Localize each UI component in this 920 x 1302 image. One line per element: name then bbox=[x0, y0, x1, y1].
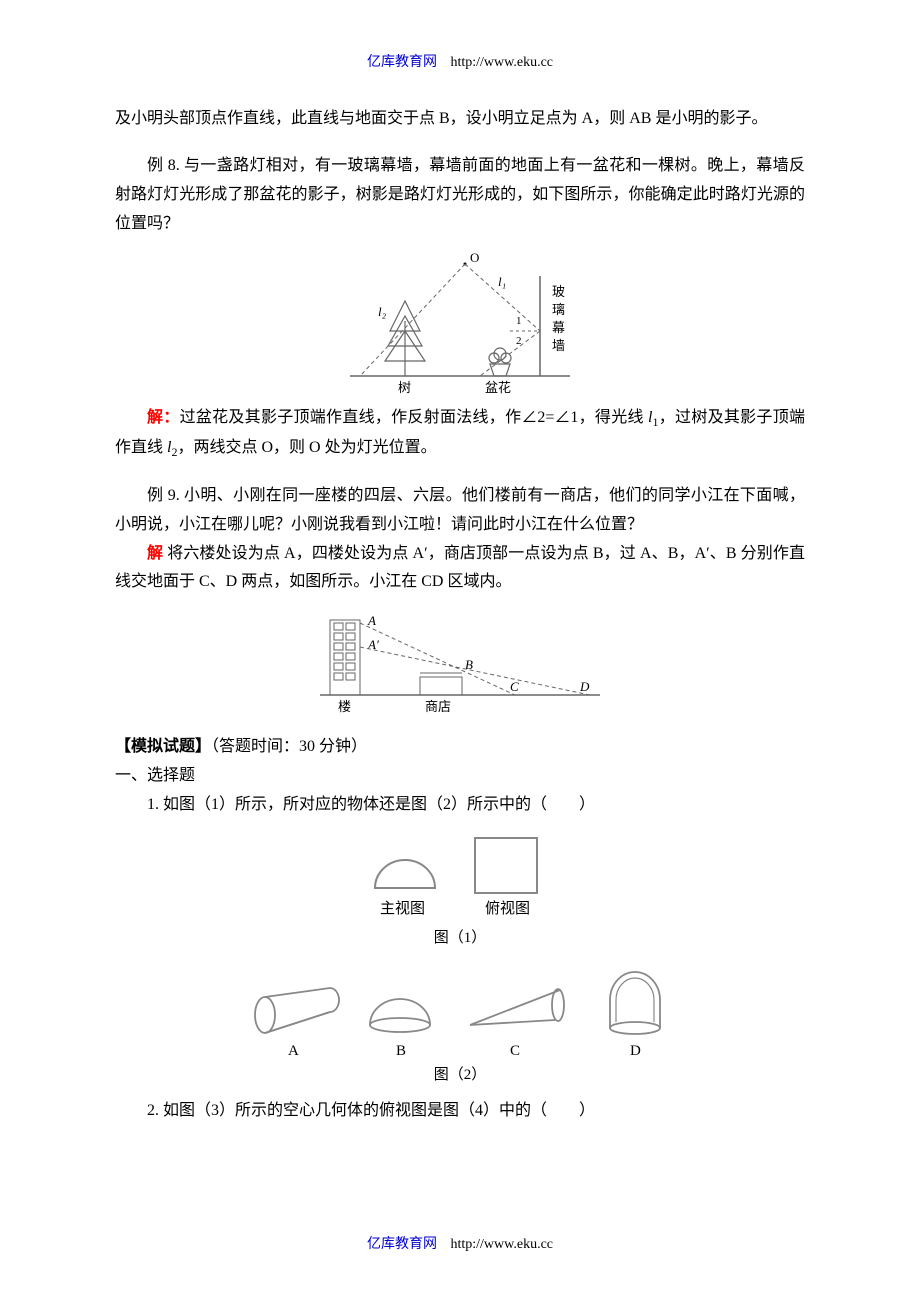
figure-q1-options-svg: A B C D bbox=[220, 960, 700, 1060]
mock-section-1: 一、选择题 bbox=[115, 762, 805, 791]
footer-url: http://www.eku.cc bbox=[450, 1237, 553, 1252]
example-9-label: 例 9. bbox=[147, 487, 180, 504]
fig8-flower-label: 盆花 bbox=[485, 380, 511, 395]
fig8-wall-4: 墙 bbox=[552, 338, 565, 353]
figure-ex9: A A′ B C D 楼 商店 bbox=[115, 605, 805, 715]
fig9-Ap: A′ bbox=[367, 637, 379, 652]
example-9: 例 9. 小明、小刚在同一座楼的四层、六层。他们楼前有一商店，他们的同学小江在下… bbox=[115, 482, 805, 540]
mock-title: 【模拟试题】 bbox=[115, 738, 211, 755]
fig9-C: C bbox=[510, 679, 519, 694]
sol8-p3: ，两线交点 O，则 O 处为灯光位置。 bbox=[177, 439, 436, 456]
example-8-text: 与一盏路灯相对，有一玻璃幕墙，幕墙前面的地面上有一盆花和一棵树。晚上，幕墙反射路… bbox=[115, 157, 805, 232]
fig8-n2: 2 bbox=[516, 335, 522, 347]
sol8-p1: 过盆花及其影子顶端作直线，作反射面法线，作∠2=∠1，得光线 bbox=[180, 409, 648, 426]
q1-top-label: 俯视图 bbox=[485, 900, 530, 917]
solution-label-9: 解 bbox=[147, 545, 163, 562]
fig2-caption: 图（2） bbox=[115, 1062, 805, 1089]
optC: C bbox=[510, 1043, 520, 1059]
example-8-solution: 解：过盆花及其影子顶端作直线，作反射面法线，作∠2=∠1，得光线 l1，过树及其… bbox=[115, 404, 805, 464]
q1-front-label: 主视图 bbox=[380, 900, 425, 917]
fig8-wall-3: 幕 bbox=[552, 320, 565, 335]
fig8-O: O bbox=[470, 250, 479, 265]
fig1-caption: 图（1） bbox=[115, 925, 805, 952]
fig8-n1: 1 bbox=[516, 315, 522, 327]
mock-time: （答题时间：30 分钟） bbox=[211, 738, 367, 755]
footer-brand: 亿库教育网 bbox=[367, 1237, 437, 1252]
figure-q1-views: 主视图 俯视图 图（1） bbox=[115, 828, 805, 952]
fig8-l1: l₁ bbox=[498, 274, 506, 289]
figure-q1-svg: 主视图 俯视图 bbox=[345, 828, 575, 923]
sol9-text: 将六楼处设为点 A，四楼处设为点 A′，商店顶部一点设为点 B，过 A、B，A′… bbox=[115, 545, 805, 591]
mock-q1: 1. 如图（1）所示，所对应的物体还是图（2）所示中的（ ） bbox=[115, 791, 805, 820]
fig8-l2: l₂ bbox=[378, 304, 387, 319]
fig8-wall-1: 玻 bbox=[552, 284, 565, 299]
figure-ex8-svg: O l₁ 1 2 l₂ 树 盆花 玻 璃 幕 墙 bbox=[330, 246, 590, 396]
example-8: 例 8. 与一盏路灯相对，有一玻璃幕墙，幕墙前面的地面上有一盆花和一棵树。晚上，… bbox=[115, 152, 805, 238]
page: 亿库教育网 http://www.eku.cc 及小明头部顶点作直线，此直线与地… bbox=[0, 0, 920, 1302]
optA: A bbox=[288, 1043, 299, 1059]
figure-ex9-svg: A A′ B C D 楼 商店 bbox=[310, 605, 610, 715]
page-header: 亿库教育网 http://www.eku.cc bbox=[115, 50, 805, 75]
fig9-shop-label: 商店 bbox=[425, 699, 451, 714]
mock-title-line: 【模拟试题】（答题时间：30 分钟） bbox=[115, 733, 805, 762]
example-9-text: 小明、小刚在同一座楼的四层、六层。他们楼前有一商店，他们的同学小江在下面喊，小明… bbox=[115, 487, 805, 533]
figure-ex8: O l₁ 1 2 l₂ 树 盆花 玻 璃 幕 墙 bbox=[115, 246, 805, 396]
paragraph-continuation: 及小明头部顶点作直线，此直线与地面交于点 B，设小明立足点为 A，则 AB 是小… bbox=[115, 105, 805, 134]
header-url: http://www.eku.cc bbox=[450, 55, 553, 70]
page-footer: 亿库教育网 http://www.eku.cc bbox=[0, 1232, 920, 1257]
fig8-wall-2: 璃 bbox=[552, 302, 565, 317]
example-9-solution: 解 将六楼处设为点 A，四楼处设为点 A′，商店顶部一点设为点 B，过 A、B，… bbox=[115, 540, 805, 598]
fig9-B: B bbox=[465, 657, 473, 672]
header-brand: 亿库教育网 bbox=[367, 55, 437, 70]
fig9-building-label: 楼 bbox=[338, 699, 351, 714]
fig9-D: D bbox=[579, 679, 590, 694]
optD: D bbox=[630, 1043, 641, 1059]
fig9-A: A bbox=[367, 613, 376, 628]
optB: B bbox=[396, 1043, 406, 1059]
figure-q1-options: A B C D 图（2） bbox=[115, 960, 805, 1089]
fig8-tree-label: 树 bbox=[398, 380, 411, 395]
example-8-label: 例 8. bbox=[147, 157, 180, 174]
mock-q2: 2. 如图（3）所示的空心几何体的俯视图是图（4）中的（ ） bbox=[115, 1097, 805, 1126]
solution-label-8: 解： bbox=[147, 409, 180, 426]
